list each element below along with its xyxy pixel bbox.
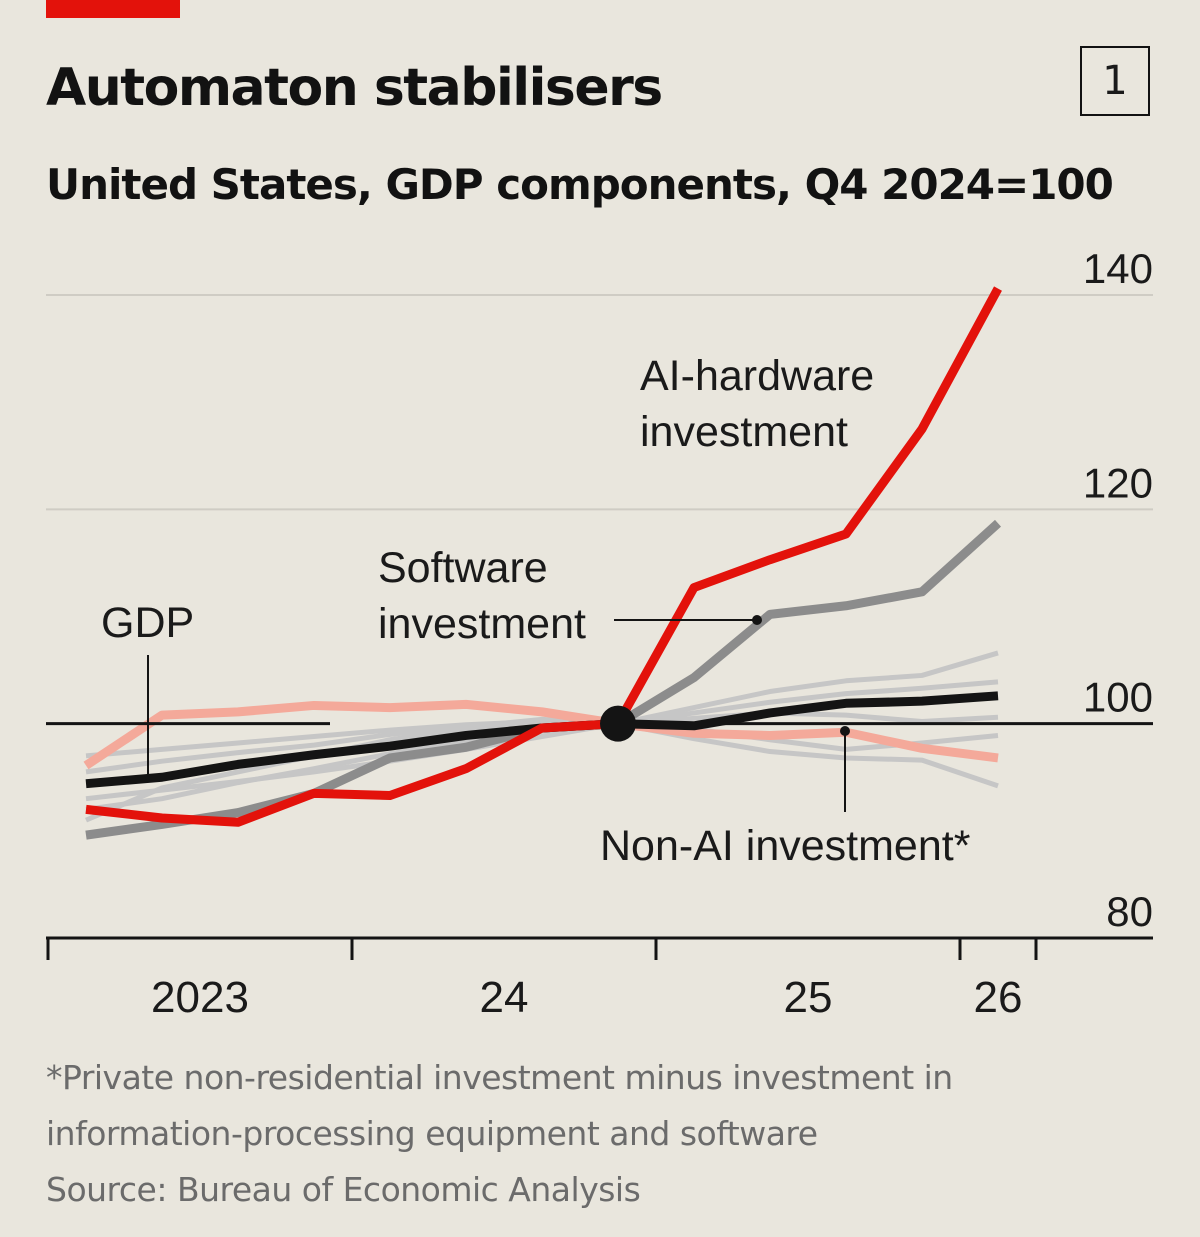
footnotes: *Private non-residential investment minu… xyxy=(46,1050,953,1218)
label-non-ai: Non-AI investment* xyxy=(600,822,971,870)
leader-dot-non-ai xyxy=(840,726,850,736)
chart-subtitle: United States, GDP components, Q4 2024=1… xyxy=(46,160,1114,209)
x-tick-label: 24 xyxy=(480,973,529,1022)
label-gdp: GDP xyxy=(101,599,194,647)
leader-dot-software xyxy=(752,615,762,625)
y-tick-label: 120 xyxy=(1083,459,1153,506)
label-ai-hardware: AI-hardware xyxy=(640,352,874,400)
y-tick-label: 80 xyxy=(1106,888,1153,935)
x-tick-label: 25 xyxy=(784,973,833,1022)
label-ai-hardware: investment xyxy=(640,408,848,456)
label-software: investment xyxy=(378,600,586,648)
series-line-ai-hardware-investment xyxy=(85,286,1002,827)
footnote-line-1: *Private non-residential investment minu… xyxy=(46,1058,953,1097)
x-tick-label: 2023 xyxy=(151,973,249,1022)
source-note: Source: Bureau of Economic Analysis xyxy=(46,1170,641,1209)
chart-number-box: 1 xyxy=(1080,46,1150,116)
x-tick-label: 26 xyxy=(974,973,1023,1022)
brand-bar xyxy=(46,0,180,18)
label-software: Software xyxy=(378,544,548,592)
y-tick-label: 140 xyxy=(1083,245,1153,292)
y-tick-label: 100 xyxy=(1083,674,1153,721)
footnote-line-2: information-processing equipment and sof… xyxy=(46,1114,818,1153)
chart-title: Automaton stabilisers xyxy=(46,58,663,118)
index-point-marker xyxy=(600,705,636,742)
